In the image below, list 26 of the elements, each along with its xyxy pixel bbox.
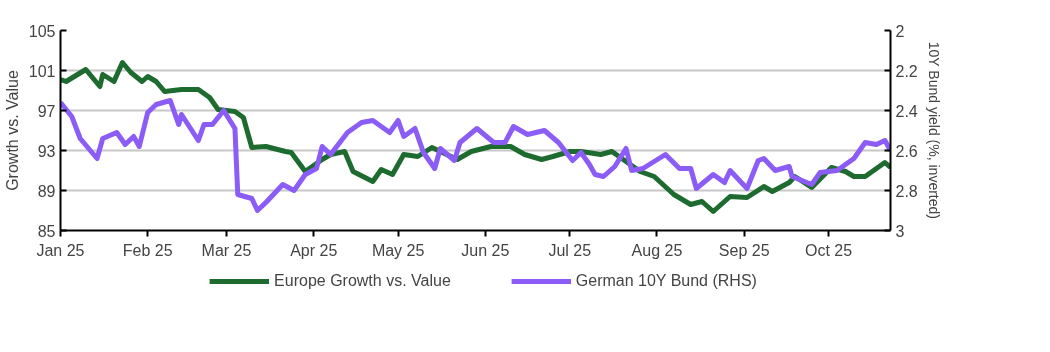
y-tick-label: 93 — [37, 142, 56, 160]
y2-axis-title: 10Y Bund yield (%, inverted) — [925, 41, 942, 219]
y-tick-label: 101 — [28, 62, 56, 80]
y-tick-label: 97 — [37, 102, 56, 120]
x-tick-label: Mar 25 — [201, 241, 252, 259]
x-tick-label: Feb 25 — [122, 241, 173, 259]
y2-tick-label: 2.2 — [895, 62, 918, 80]
y2-tick-label: 3 — [895, 222, 905, 240]
y2-tick-label: 2.4 — [895, 102, 918, 120]
x-tick-label: Oct 25 — [805, 241, 853, 259]
x-tick-label: Sep 25 — [718, 241, 770, 259]
y2-tick-label: 2.8 — [895, 182, 918, 200]
y-axis-title: Growth vs. Value — [3, 70, 21, 191]
legend-label: Europe Growth vs. Value — [274, 272, 451, 290]
y2-tick-label: 2.6 — [895, 142, 918, 160]
y-tick-label: 85 — [37, 222, 56, 240]
x-tick-label: Jun 25 — [461, 241, 510, 259]
y2-tick-label: 2 — [895, 22, 905, 40]
x-tick-label: Jul 25 — [548, 241, 592, 259]
x-tick-label: Apr 25 — [290, 241, 338, 259]
y-tick-label: 89 — [37, 182, 56, 200]
legend-label: German 10Y Bund (RHS) — [575, 272, 757, 290]
x-tick-label: May 25 — [371, 241, 425, 259]
x-tick-label: Aug 25 — [631, 241, 683, 259]
x-tick-label: Jan 25 — [36, 241, 85, 259]
y-tick-label: 105 — [28, 22, 56, 40]
